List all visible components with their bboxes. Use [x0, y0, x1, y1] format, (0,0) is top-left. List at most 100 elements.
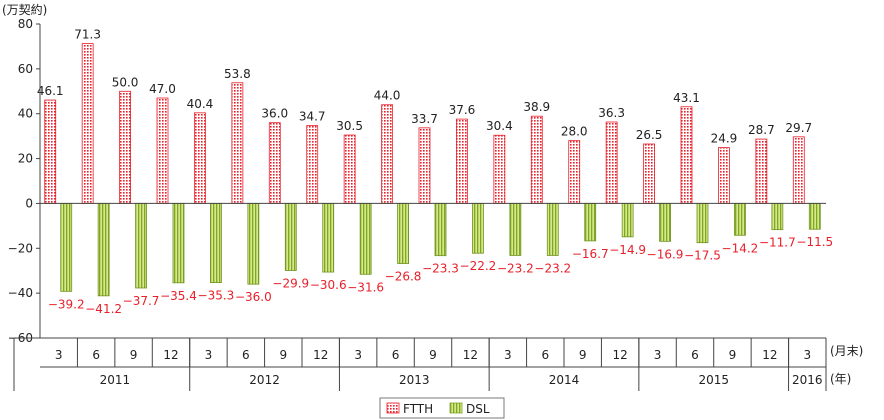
x-axis-month-unit: (月末) — [830, 344, 863, 358]
ftth-bar — [81, 43, 94, 204]
ftth-bar — [493, 134, 506, 204]
dsl-bar — [359, 203, 372, 275]
dsl-value-label: −39.2 — [48, 297, 85, 311]
dsl-value-label: −14.9 — [609, 243, 646, 257]
ftth-value-label: 43.1 — [673, 91, 700, 105]
y-tick-label: 40 — [18, 107, 33, 121]
ftth-value-label: 37.6 — [449, 103, 476, 117]
ftth-value-label: 34.7 — [299, 110, 326, 124]
ftth-value-label: 30.4 — [486, 119, 513, 133]
month-label: 3 — [803, 348, 811, 362]
ftth-value-label: 46.1 — [37, 84, 64, 98]
dsl-bar — [284, 203, 297, 271]
legend-border — [379, 397, 505, 419]
ftth-bar — [456, 118, 468, 204]
month-label: 6 — [541, 348, 549, 362]
legend-ftth-label: FTTH — [403, 402, 433, 416]
month-label: 6 — [242, 348, 250, 362]
ftth-bar — [156, 97, 169, 204]
ftth-value-label: 29.7 — [785, 121, 812, 135]
year-label: 2014 — [549, 373, 580, 387]
dsl-value-label: −26.8 — [385, 270, 422, 284]
ftth-bar — [268, 122, 281, 204]
year-label: 2012 — [249, 373, 280, 387]
dsl-bar — [97, 203, 110, 297]
dsl-bar — [659, 203, 671, 242]
y-tick-label: 80 — [18, 17, 33, 31]
y-tick-label: −40 — [8, 286, 33, 300]
dsl-bar — [135, 203, 147, 289]
month-label: 12 — [762, 348, 777, 362]
x-axis-year-unit: (年) — [830, 372, 851, 386]
ftth-value-label: 44.0 — [374, 89, 401, 103]
dsl-value-label: −22.2 — [460, 259, 497, 273]
legend-dsl-label: DSL — [466, 402, 490, 416]
dsl-bar — [172, 203, 185, 284]
ftth-value-label: 36.3 — [598, 106, 625, 120]
ftth-bar — [306, 125, 319, 204]
dsl-value-label: −37.7 — [123, 294, 160, 308]
y-tick-label: 20 — [18, 152, 33, 166]
ftth-value-label: 38.9 — [523, 100, 550, 114]
dsl-value-label: −35.4 — [160, 289, 197, 303]
dsl-bar — [584, 203, 597, 242]
dsl-bar — [696, 203, 709, 244]
year-label: 2011 — [100, 373, 131, 387]
dsl-bar — [771, 203, 784, 231]
legend-dsl-swatch — [449, 402, 463, 414]
month-label: 12 — [163, 348, 178, 362]
month-label: 9 — [279, 348, 287, 362]
data-labels: 46.1 −39.2 71.3 −41.2 50.0 −37.7 47.0 −35.4 40.4… — [37, 28, 833, 316]
year-label: 2015 — [698, 373, 729, 387]
ftth-bar — [530, 115, 543, 204]
month-label: 3 — [205, 348, 213, 362]
ftth-bar — [119, 90, 131, 204]
ftth-value-label: 33.7 — [411, 112, 438, 126]
ftth-bar — [231, 82, 244, 204]
dsl-value-label: −11.5 — [796, 235, 833, 249]
y-tick-label: 60 — [18, 62, 33, 76]
ftth-value-label: 28.7 — [748, 123, 775, 137]
axis-lines — [39, 24, 826, 338]
dsl-value-label: −16.9 — [647, 247, 684, 261]
ftth-value-label: 24.9 — [711, 132, 738, 146]
dsl-value-label: −29.9 — [272, 276, 309, 290]
month-label: 3 — [55, 348, 63, 362]
ftth-bar — [194, 112, 206, 204]
month-label: 12 — [313, 348, 328, 362]
month-label: 12 — [613, 348, 628, 362]
month-label: 3 — [654, 348, 662, 362]
ftth-value-label: 71.3 — [74, 28, 101, 42]
dsl-value-label: −14.2 — [722, 241, 759, 255]
dsl-value-label: −23.2 — [497, 261, 534, 275]
ftth-value-label: 47.0 — [149, 82, 176, 96]
ftth-bar — [568, 140, 581, 204]
dsl-bar — [509, 203, 522, 256]
dsl-value-label: −17.5 — [684, 249, 721, 263]
dsl-bar — [60, 203, 73, 292]
dsl-bar — [808, 203, 821, 230]
ftth-value-label: 36.0 — [261, 107, 288, 121]
dsl-value-label: −16.7 — [572, 247, 609, 261]
ftth-bar — [381, 104, 393, 204]
dsl-bar — [397, 203, 409, 264]
dsl-value-label: −30.6 — [310, 278, 347, 292]
y-tick-label: 0 — [25, 196, 33, 210]
month-label: 6 — [392, 348, 400, 362]
month-label: 12 — [463, 348, 478, 362]
ftth-bar — [44, 99, 57, 204]
dsl-bar — [210, 203, 222, 284]
legend: FTTH DSL — [379, 397, 505, 419]
dsl-value-label: −23.3 — [422, 262, 459, 276]
ftth-value-label: 28.0 — [561, 125, 588, 139]
dsl-bar — [621, 203, 634, 238]
y-tick-label: −20 — [8, 241, 33, 255]
month-label: 9 — [579, 348, 587, 362]
ftth-bar — [718, 147, 730, 204]
month-label: 9 — [429, 348, 437, 362]
dsl-bar — [322, 203, 335, 273]
ftth-bar — [643, 143, 655, 204]
dsl-value-label: −35.3 — [198, 289, 235, 303]
